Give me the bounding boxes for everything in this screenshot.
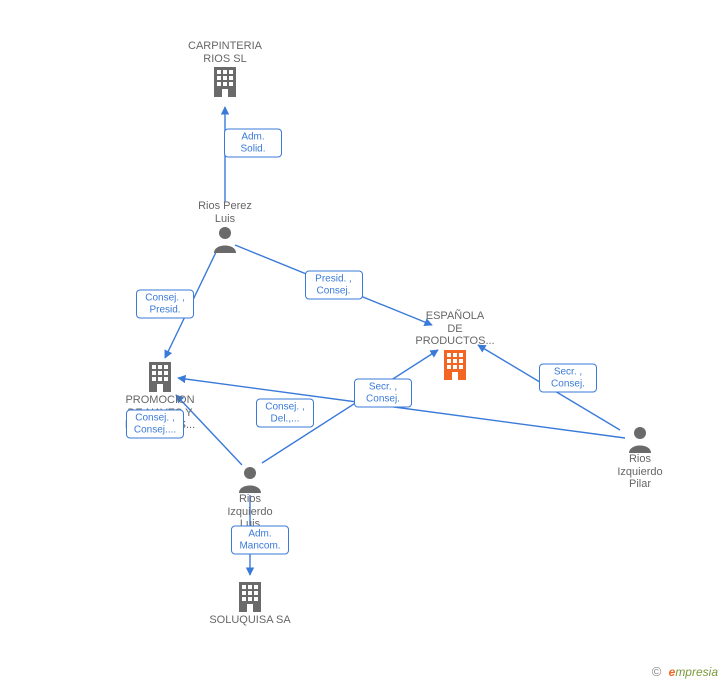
node-label: SOLUQUISA SA [190, 614, 310, 627]
node-rios_izq_pilar[interactable]: Rios Izquierdo Pilar [580, 425, 700, 491]
footer-attribution: © empresia [652, 664, 718, 679]
edge-label-e6: Adm. Mancom. [231, 526, 289, 555]
node-label: Rios Perez Luis [165, 200, 285, 225]
person-icon [212, 225, 238, 253]
person-icon [237, 465, 263, 493]
node-label: ESPAÑOLA DE PRODUCTOS... [395, 310, 515, 348]
edge-label-e5: Secr. , Consej. [354, 379, 412, 408]
building-icon [235, 580, 265, 614]
edge-label-e4: Consej. , Del.,... [256, 399, 314, 428]
edge-label-e2: Presid. , Consej. [305, 271, 363, 300]
node-label: CARPINTERIA RIOS SL [165, 40, 285, 65]
building-icon [440, 348, 470, 382]
edge-label-e8: Consej. , Consej.... [126, 410, 184, 439]
brand-rest: mpresia [675, 665, 718, 679]
edge-label-e7: Secr. , Consej. [539, 364, 597, 393]
node-espanola[interactable]: ESPAÑOLA DE PRODUCTOS... [395, 310, 515, 382]
node-carpinteria[interactable]: CARPINTERIA RIOS SL [165, 40, 285, 99]
edge-label-e3: Consej. , Presid. [136, 290, 194, 319]
node-soluquisa[interactable]: SOLUQUISA SA [190, 580, 310, 627]
copyright-symbol: © [652, 664, 662, 679]
node-rios_perez_luis[interactable]: Rios Perez Luis [165, 200, 285, 253]
node-rios_izq_luis[interactable]: Rios Izquierdo Luis [190, 465, 310, 531]
building-icon [210, 65, 240, 99]
network-canvas: CARPINTERIA RIOS SL Rios Perez Luis ESPAÑO… [0, 0, 728, 685]
building-icon [145, 360, 175, 394]
edge-label-e1: Adm. Solid. [224, 129, 282, 158]
person-icon [627, 425, 653, 453]
edges-layer [0, 0, 728, 685]
node-label: Rios Izquierdo Pilar [580, 453, 700, 491]
